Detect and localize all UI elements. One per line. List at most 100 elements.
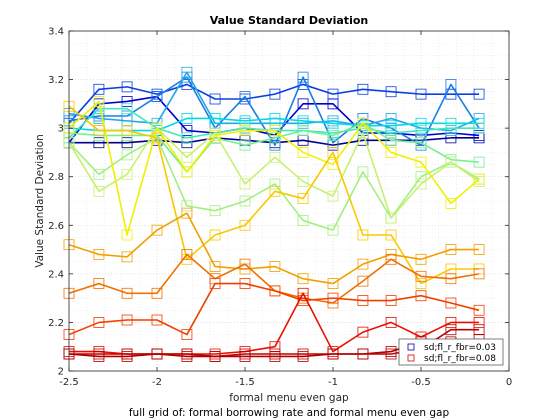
data-point <box>93 137 105 149</box>
data-point <box>209 261 221 272</box>
data-point <box>239 351 251 362</box>
data-point <box>93 168 105 180</box>
data-point <box>151 91 163 102</box>
data-point <box>269 113 281 124</box>
data-point <box>181 249 193 260</box>
data-point <box>297 71 309 83</box>
legend-label: sd;fl_r_fbr=0.08 <box>424 354 496 364</box>
series-line <box>68 137 480 231</box>
data-point <box>269 151 281 163</box>
data-point <box>473 268 485 280</box>
data-point <box>415 270 427 282</box>
data-point <box>473 88 485 100</box>
data-point <box>385 212 397 224</box>
y-tick-label: 2.4 <box>48 269 64 280</box>
data-point <box>415 278 427 289</box>
data-point <box>297 193 309 204</box>
data-point <box>445 317 457 328</box>
data-point <box>473 130 485 141</box>
data-point <box>181 351 193 362</box>
data-point <box>357 258 369 270</box>
data-point <box>385 134 397 146</box>
data-point <box>269 132 281 144</box>
data-point <box>445 198 457 209</box>
data-point <box>239 195 251 207</box>
data-point <box>473 156 485 168</box>
data-point <box>239 258 251 270</box>
x-tick-label: -2.5 <box>59 377 79 388</box>
data-point <box>415 88 427 100</box>
data-point <box>209 229 221 241</box>
data-point <box>209 93 221 105</box>
series-line <box>68 105 480 285</box>
data-point <box>181 66 193 78</box>
data-point <box>93 185 105 197</box>
data-point <box>121 103 133 115</box>
y-tick-label: 3.4 <box>48 27 64 38</box>
y-tick-label: 2.2 <box>48 318 64 329</box>
data-point <box>269 88 281 100</box>
data-point <box>327 190 339 202</box>
legend-box <box>398 338 504 366</box>
data-point <box>93 125 105 136</box>
data-point <box>385 317 397 328</box>
data-point <box>473 244 485 255</box>
series-line <box>68 122 480 173</box>
data-point <box>121 351 133 362</box>
data-point <box>121 96 133 107</box>
data-point <box>297 351 309 362</box>
data-point <box>239 139 251 151</box>
data-point <box>181 329 193 340</box>
y-tick-label: 2.6 <box>48 221 64 232</box>
data-point <box>357 348 369 360</box>
series-11 <box>63 96 485 241</box>
data-point <box>151 314 163 326</box>
plot-area: -2.5 -2 -1.5 -1 -0.5 0 2 2.2 2.4 2.6 2.8 3 3.2 3.4 <box>48 27 512 389</box>
data-point <box>93 96 105 107</box>
x-tick-label: -2 <box>152 377 162 388</box>
series-15 <box>63 278 485 340</box>
legend-entry-2: sd;fl_r_fbr=0.08 <box>407 354 496 364</box>
data-point <box>445 273 457 285</box>
x-tick-label: -1.5 <box>235 377 255 388</box>
legend-entry-1: sd;fl_r_fbr=0.03 <box>407 343 496 353</box>
ticks: -2.5 -2 -1.5 -1 -0.5 0 2 2.2 2.4 2.6 2.8 3 3.2 3.4 <box>48 27 512 389</box>
data-point <box>297 215 309 226</box>
data-point <box>385 346 397 357</box>
data-point <box>445 297 457 309</box>
data-point <box>415 178 427 190</box>
data-point <box>121 81 133 93</box>
data-point <box>269 351 281 362</box>
data-point <box>445 79 457 90</box>
data-point <box>269 125 281 136</box>
legend-marker <box>407 354 415 362</box>
y-axis-label: Value Standard Deviation <box>34 134 46 268</box>
data-point <box>93 317 105 328</box>
data-point <box>385 229 397 241</box>
data-point <box>385 127 397 139</box>
data-point <box>327 348 339 360</box>
data-point <box>415 156 427 168</box>
data-point <box>121 125 133 136</box>
data-point <box>121 229 133 241</box>
data-point <box>445 122 457 134</box>
series-line <box>68 76 480 146</box>
data-point <box>297 295 309 306</box>
data-point <box>93 83 105 95</box>
data-point <box>327 147 339 158</box>
data-point <box>239 219 251 231</box>
data-point <box>327 278 339 289</box>
data-point <box>327 224 339 236</box>
data-point <box>473 317 485 328</box>
data-point <box>181 207 193 219</box>
data-point <box>415 125 427 136</box>
data-point <box>473 122 485 134</box>
data-point <box>357 117 369 129</box>
data-point <box>385 147 397 158</box>
data-point <box>473 173 485 185</box>
data-point <box>121 137 133 149</box>
data-point <box>209 205 221 217</box>
data-point <box>181 79 193 90</box>
data-point <box>415 171 427 183</box>
